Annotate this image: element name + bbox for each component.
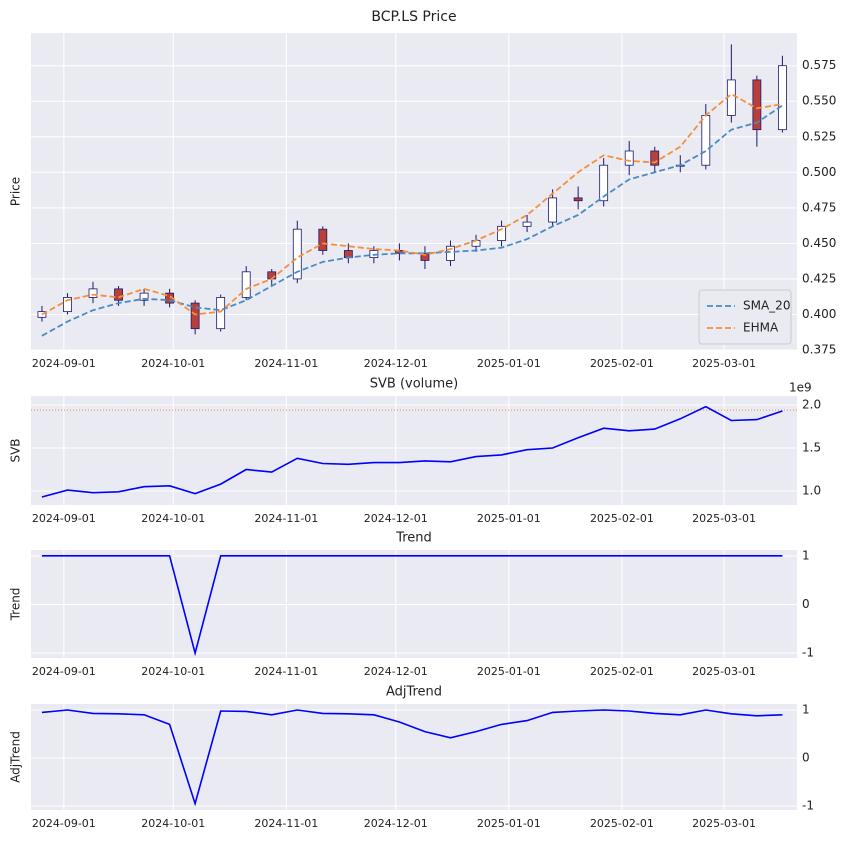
series-line xyxy=(41,555,783,657)
candle-body xyxy=(241,271,251,298)
chart-title: SVB (volume) xyxy=(370,377,459,392)
x-tick-label: 2024-10-01 xyxy=(141,512,205,525)
axis-offset: 1e9 xyxy=(789,381,812,395)
y-axis-label: Trend xyxy=(9,588,23,622)
y-axis-label: SVB xyxy=(9,438,23,462)
plot-area xyxy=(31,33,797,350)
x-tick-label: 2024-09-01 xyxy=(32,817,96,830)
y-tick-label: 1 xyxy=(802,703,810,717)
candle-body xyxy=(420,252,430,261)
candle-body xyxy=(548,197,558,223)
legend-label: SMA_20 xyxy=(743,299,790,313)
y-axis-label: AdjTrend xyxy=(9,731,23,783)
y-tick-label: 2.0 xyxy=(802,398,821,412)
y-tick-label: -1 xyxy=(802,799,814,813)
x-tick-label: 2025-02-01 xyxy=(590,665,654,678)
x-tick-label: 2024-10-01 xyxy=(141,665,205,678)
y-tick-label: 0.500 xyxy=(802,165,836,179)
y-tick-label: 0.450 xyxy=(802,236,836,250)
candle-body xyxy=(292,228,302,280)
candle-body xyxy=(216,297,226,330)
x-tick-label: 2025-01-01 xyxy=(477,817,541,830)
x-tick-label: 2024-12-01 xyxy=(364,817,428,830)
candle-body xyxy=(446,245,455,261)
candle-body xyxy=(752,79,762,131)
y-tick-label: -1 xyxy=(802,646,814,660)
y-tick-label: 0.375 xyxy=(802,343,836,357)
x-tick-label: 2024-12-01 xyxy=(364,357,428,370)
x-tick-label: 2025-01-01 xyxy=(477,665,541,678)
x-tick-label: 2024-10-01 xyxy=(141,357,205,370)
candle-body xyxy=(599,164,609,202)
candle-body xyxy=(63,297,72,313)
x-tick-label: 2024-10-01 xyxy=(141,817,205,830)
candle-body xyxy=(778,65,787,131)
x-tick-label: 2024-09-01 xyxy=(32,512,96,525)
x-tick-label: 2025-03-01 xyxy=(692,512,756,525)
x-tick-label: 2025-02-01 xyxy=(590,357,654,370)
x-tick-label: 2025-03-01 xyxy=(692,357,756,370)
plot-area xyxy=(31,704,797,810)
candle-body xyxy=(190,302,200,330)
y-tick-label: 0.550 xyxy=(802,94,836,108)
candle-body xyxy=(624,150,634,166)
x-tick-label: 2025-03-01 xyxy=(692,817,756,830)
y-tick-label: 0.400 xyxy=(802,307,836,321)
series-line xyxy=(41,405,783,498)
candle-body xyxy=(573,197,583,202)
x-tick-label: 2024-12-01 xyxy=(364,512,428,525)
candle-body xyxy=(88,288,98,298)
y-tick-label: 1.5 xyxy=(802,441,821,455)
y-tick-label: 0 xyxy=(802,597,810,611)
x-tick-label: 2025-02-01 xyxy=(590,512,654,525)
x-tick-label: 2024-12-01 xyxy=(364,665,428,678)
legend-label: EHMA xyxy=(743,321,779,335)
x-tick-label: 2024-09-01 xyxy=(32,357,96,370)
chart-title: BCP.LS Price xyxy=(371,9,456,25)
series-line xyxy=(41,709,783,807)
y-tick-label: 0 xyxy=(802,751,810,765)
candle-body xyxy=(701,115,711,166)
candle-body xyxy=(139,292,149,301)
candle-body xyxy=(650,150,660,166)
series-line xyxy=(41,93,783,316)
x-tick-label: 2024-11-01 xyxy=(254,665,318,678)
y-tick-label: 0.525 xyxy=(802,129,836,143)
y-tick-label: 0.475 xyxy=(802,200,836,214)
x-tick-label: 2024-09-01 xyxy=(32,665,96,678)
y-tick-label: 0.425 xyxy=(802,271,836,285)
x-tick-label: 2025-01-01 xyxy=(477,357,541,370)
candle-body xyxy=(497,225,506,241)
x-tick-label: 2024-11-01 xyxy=(254,512,318,525)
x-tick-label: 2025-02-01 xyxy=(590,817,654,830)
x-tick-label: 2025-03-01 xyxy=(692,665,756,678)
x-tick-label: 2024-11-01 xyxy=(254,357,318,370)
chart-title: AdjTrend xyxy=(386,685,442,700)
x-tick-label: 2025-01-01 xyxy=(477,512,541,525)
legend-box xyxy=(698,289,792,345)
candle-body xyxy=(318,228,328,251)
y-tick-label: 1.0 xyxy=(802,483,821,497)
y-tick-label: 0.575 xyxy=(802,58,836,72)
candle-body xyxy=(522,221,532,227)
y-axis-label: Price xyxy=(9,177,23,206)
plot-area xyxy=(31,396,797,505)
x-tick-label: 2024-11-01 xyxy=(254,817,318,830)
candle-body xyxy=(726,79,736,116)
chart-title: Trend xyxy=(395,531,432,546)
y-tick-label: 1 xyxy=(802,548,810,562)
candle-body xyxy=(114,288,123,301)
